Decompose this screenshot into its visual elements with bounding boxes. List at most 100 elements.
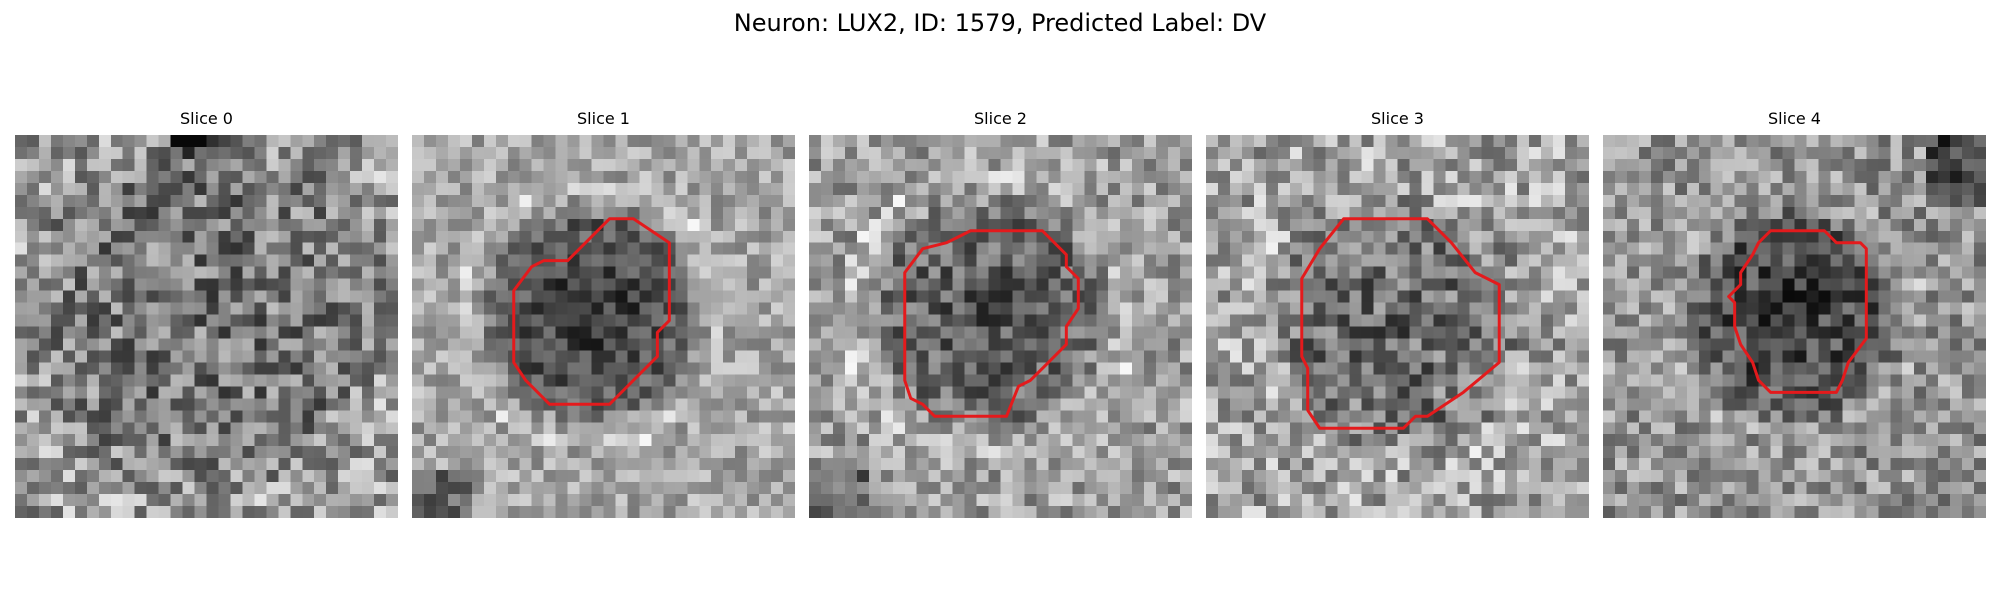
pixel bbox=[1638, 398, 1652, 411]
pixel bbox=[1529, 266, 1542, 279]
pixel bbox=[1505, 374, 1518, 387]
pixel bbox=[1505, 410, 1518, 423]
pixel bbox=[519, 362, 532, 375]
pixel bbox=[1794, 242, 1807, 255]
pixel bbox=[1650, 206, 1664, 220]
pixel bbox=[555, 338, 568, 351]
pixel bbox=[771, 182, 784, 196]
pixel bbox=[1096, 350, 1109, 363]
pixel bbox=[1409, 350, 1422, 363]
pixel bbox=[326, 362, 339, 375]
pixel bbox=[832, 218, 846, 231]
pixel bbox=[1565, 338, 1578, 351]
pixel bbox=[326, 254, 339, 267]
pixel bbox=[531, 158, 544, 172]
pixel bbox=[1301, 158, 1314, 172]
pixel bbox=[1890, 398, 1903, 411]
pixel bbox=[868, 446, 882, 459]
pixel bbox=[134, 374, 147, 387]
pixel bbox=[1265, 422, 1279, 435]
pixel bbox=[1241, 434, 1255, 447]
pixel bbox=[1806, 182, 1819, 196]
pixel bbox=[832, 410, 846, 423]
pixel bbox=[15, 242, 28, 255]
pixel bbox=[278, 350, 291, 363]
pixel bbox=[471, 314, 485, 327]
pixel bbox=[1698, 398, 1711, 411]
pixel bbox=[771, 458, 784, 471]
pixel bbox=[423, 398, 437, 411]
pixel bbox=[1108, 482, 1121, 495]
pixel bbox=[771, 422, 784, 435]
pixel bbox=[447, 470, 461, 483]
pixel bbox=[134, 194, 147, 208]
pixel bbox=[856, 290, 870, 303]
pixel bbox=[1770, 290, 1783, 303]
pixel bbox=[1541, 482, 1554, 495]
pixel bbox=[952, 146, 965, 160]
pixel bbox=[1253, 302, 1267, 315]
pixel bbox=[1722, 362, 1735, 375]
pixel bbox=[134, 206, 147, 220]
pixel bbox=[988, 374, 1001, 387]
pixel bbox=[1806, 158, 1819, 172]
pixel bbox=[1926, 326, 1939, 339]
pixel bbox=[627, 146, 640, 160]
pixel bbox=[1265, 398, 1279, 411]
pixel bbox=[1469, 290, 1482, 303]
pixel bbox=[435, 170, 449, 184]
pixel bbox=[158, 470, 171, 483]
pixel bbox=[459, 194, 473, 208]
pixel bbox=[1914, 398, 1927, 411]
pixel bbox=[218, 338, 231, 351]
pixel bbox=[1349, 302, 1362, 315]
pixel bbox=[1144, 146, 1157, 160]
slice-image-1 bbox=[412, 135, 795, 518]
pixel bbox=[62, 446, 76, 459]
pixel bbox=[543, 506, 556, 518]
pixel bbox=[976, 386, 989, 399]
pixel bbox=[1722, 242, 1735, 255]
pixel bbox=[194, 314, 207, 327]
pixel bbox=[242, 410, 255, 423]
pixel bbox=[194, 422, 207, 435]
pixel bbox=[182, 158, 195, 172]
pixel bbox=[146, 158, 159, 172]
pixel bbox=[1926, 254, 1939, 267]
pixel bbox=[435, 482, 449, 495]
pixel bbox=[964, 494, 977, 507]
pixel bbox=[747, 146, 760, 160]
pixel bbox=[1469, 206, 1482, 220]
pixel bbox=[1241, 194, 1255, 208]
pixel bbox=[1662, 254, 1676, 267]
pixel bbox=[459, 290, 473, 303]
pixel bbox=[1626, 278, 1640, 291]
pixel bbox=[447, 362, 461, 375]
pixel bbox=[218, 434, 231, 447]
pixel bbox=[1241, 398, 1255, 411]
pixel bbox=[146, 482, 159, 495]
pixel bbox=[182, 410, 195, 423]
pixel bbox=[820, 446, 834, 459]
pixel bbox=[916, 494, 929, 507]
pixel bbox=[242, 446, 255, 459]
pixel bbox=[555, 170, 568, 184]
pixel bbox=[723, 398, 736, 411]
pixel bbox=[1241, 182, 1255, 196]
pixel bbox=[435, 458, 449, 471]
pixel bbox=[74, 242, 88, 255]
pixel bbox=[543, 326, 556, 339]
pixel bbox=[1373, 266, 1386, 279]
pixel bbox=[326, 218, 339, 231]
pixel bbox=[1974, 242, 1986, 255]
pixel bbox=[1938, 302, 1951, 315]
pixel bbox=[1710, 278, 1723, 291]
pixel bbox=[1674, 350, 1688, 363]
pixel bbox=[952, 302, 965, 315]
pixel bbox=[326, 170, 339, 184]
pixel bbox=[26, 350, 40, 363]
pixel bbox=[1373, 398, 1386, 411]
pixel bbox=[820, 326, 834, 339]
pixel bbox=[134, 362, 147, 375]
pixel bbox=[1313, 254, 1326, 267]
